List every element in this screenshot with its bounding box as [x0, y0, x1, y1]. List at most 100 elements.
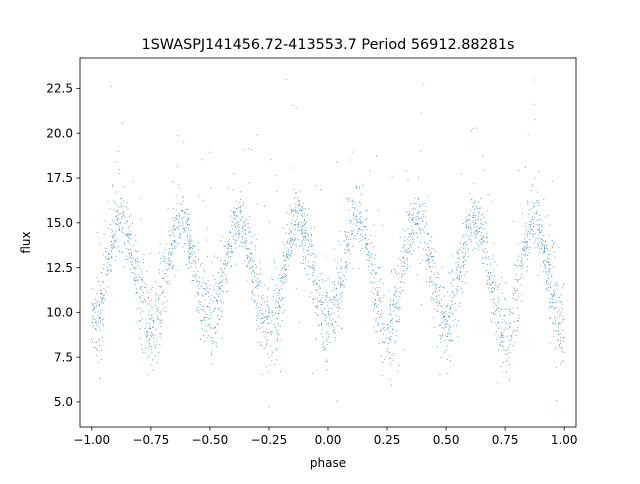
- data-point: [387, 324, 389, 326]
- data-point: [541, 239, 543, 241]
- data-point: [288, 251, 290, 253]
- data-point: [380, 297, 382, 299]
- data-point: [254, 264, 256, 266]
- data-point: [359, 229, 361, 231]
- data-point: [558, 246, 560, 248]
- data-point: [141, 277, 143, 279]
- data-point: [262, 298, 264, 300]
- data-point: [468, 236, 470, 238]
- data-point: [334, 296, 336, 298]
- data-point: [159, 272, 161, 274]
- data-point: [181, 217, 183, 219]
- data-point: [496, 309, 498, 311]
- data-point: [538, 228, 540, 230]
- data-point: [473, 183, 475, 185]
- data-point: [503, 329, 505, 331]
- data-point: [147, 333, 149, 335]
- data-point: [272, 313, 274, 315]
- data-point: [402, 270, 404, 272]
- data-point: [278, 304, 280, 306]
- data-point: [560, 301, 562, 303]
- data-point: [277, 307, 279, 309]
- data-point: [310, 234, 312, 236]
- data-point: [173, 235, 175, 237]
- data-point: [543, 259, 545, 261]
- data-point: [297, 200, 299, 202]
- data-point: [302, 259, 304, 261]
- data-point: [470, 232, 472, 234]
- data-point: [282, 227, 284, 229]
- data-point: [427, 247, 429, 249]
- data-point: [533, 226, 535, 228]
- data-point: [314, 312, 316, 314]
- data-point: [313, 282, 315, 284]
- data-point: [128, 233, 130, 235]
- data-point: [174, 241, 176, 243]
- data-point: [249, 257, 251, 259]
- data-point: [451, 255, 454, 257]
- data-point: [263, 348, 265, 350]
- data-point: [508, 311, 511, 313]
- data-point: [172, 234, 174, 236]
- data-point: [335, 295, 337, 297]
- data-point: [514, 330, 516, 332]
- data-point: [307, 249, 309, 251]
- data-point: [191, 240, 193, 242]
- data-point: [290, 231, 292, 233]
- data-point: [369, 170, 372, 172]
- data-point: [388, 290, 390, 292]
- data-point: [548, 264, 550, 266]
- data-point: [407, 228, 409, 230]
- data-point: [473, 221, 475, 223]
- data-point: [375, 330, 377, 332]
- data-point: [298, 200, 300, 202]
- data-point: [151, 313, 153, 315]
- data-point: [551, 240, 553, 242]
- data-point: [326, 369, 328, 371]
- data-point: [339, 307, 341, 309]
- data-point: [244, 221, 246, 223]
- data-point: [446, 320, 448, 322]
- data-point: [362, 225, 364, 227]
- data-point: [428, 255, 430, 257]
- data-point: [501, 321, 503, 323]
- data-point: [116, 238, 118, 240]
- data-point: [534, 241, 536, 244]
- data-point: [178, 227, 180, 229]
- data-point: [245, 218, 247, 220]
- data-point: [108, 258, 110, 260]
- data-point: [226, 291, 228, 293]
- data-point: [99, 289, 101, 291]
- data-point: [427, 260, 429, 263]
- data-point: [129, 233, 131, 236]
- data-point: [309, 243, 311, 245]
- data-point: [425, 249, 427, 251]
- data-point: [544, 245, 546, 248]
- data-point: [168, 247, 170, 250]
- data-point: [406, 259, 408, 262]
- data-point: [271, 278, 273, 280]
- data-point: [507, 353, 509, 355]
- data-point: [417, 177, 420, 179]
- data-point: [141, 279, 143, 281]
- data-point: [488, 282, 491, 285]
- data-point: [340, 297, 342, 299]
- data-point: [553, 307, 555, 309]
- data-point: [541, 245, 543, 247]
- data-point: [391, 332, 393, 334]
- data-point: [465, 252, 467, 254]
- data-point: [358, 241, 360, 243]
- data-point: [256, 319, 258, 321]
- data-point: [162, 255, 164, 257]
- data-point: [277, 294, 279, 297]
- data-point: [155, 344, 157, 346]
- data-point: [267, 322, 269, 324]
- data-point: [164, 257, 166, 259]
- data-point: [320, 273, 322, 275]
- data-point: [535, 223, 537, 225]
- data-point: [304, 237, 307, 239]
- data-point: [506, 335, 508, 337]
- data-point: [139, 301, 141, 303]
- data-point: [306, 238, 308, 241]
- data-point: [216, 315, 218, 317]
